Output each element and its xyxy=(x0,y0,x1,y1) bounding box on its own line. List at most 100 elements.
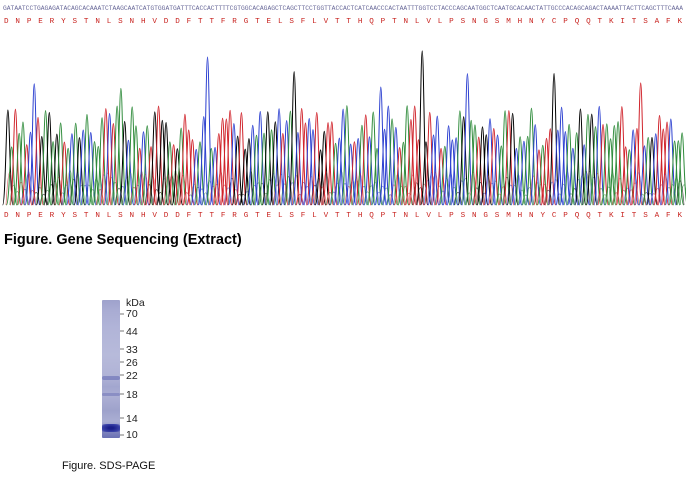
trace-background xyxy=(657,184,666,206)
trace-peak-G xyxy=(171,148,184,206)
trace-peak-A xyxy=(495,145,508,206)
trace-peak-A xyxy=(341,105,353,206)
trace-peak-A xyxy=(499,110,511,206)
trace-background xyxy=(453,191,463,206)
trace-background xyxy=(182,192,191,206)
gel-lane xyxy=(102,300,120,438)
trace-background xyxy=(664,186,674,206)
trace-background xyxy=(581,170,591,206)
trace-background xyxy=(638,193,647,206)
trace-peak-C xyxy=(461,73,474,206)
trace-background xyxy=(212,183,222,206)
trace-background xyxy=(600,194,610,206)
trace-peak-C xyxy=(122,139,135,206)
trace-peak-A xyxy=(582,113,594,206)
trace-background xyxy=(574,179,583,206)
trace-background xyxy=(280,183,289,206)
trace-peak-C xyxy=(375,86,387,206)
trace-background xyxy=(80,184,90,206)
trace-peak-A xyxy=(672,140,685,206)
trace-peak-G xyxy=(420,141,432,206)
trace-background xyxy=(69,179,78,206)
trace-peak-G xyxy=(548,73,560,206)
trace-background xyxy=(612,192,621,206)
trace-peak-C xyxy=(103,113,116,206)
trace-background xyxy=(352,177,361,206)
trace-background xyxy=(589,177,598,206)
trace-background xyxy=(288,182,297,206)
trace-background xyxy=(416,187,425,206)
trace-background xyxy=(152,189,161,206)
trace-background xyxy=(676,180,685,206)
trace-background xyxy=(141,174,150,206)
trace-peak-C xyxy=(228,122,240,206)
trace-peak-T xyxy=(220,118,233,206)
trace-background xyxy=(103,172,112,206)
trace-peak-G xyxy=(36,135,48,206)
trace-background xyxy=(472,187,481,206)
trace-background xyxy=(661,173,670,206)
trace-peak-G xyxy=(288,71,300,206)
trace-peak-T xyxy=(348,141,361,206)
trace-background xyxy=(371,181,380,206)
trace-peak-T xyxy=(20,144,33,206)
trace-peak-C xyxy=(378,128,391,206)
trace-background xyxy=(544,189,553,206)
trace-background xyxy=(88,189,97,206)
trace-background xyxy=(668,184,677,206)
marker-label-70: 70 xyxy=(126,308,138,320)
chromatogram-traces xyxy=(2,50,686,206)
trace-background xyxy=(510,184,519,206)
trace-background xyxy=(521,194,530,206)
trace-peak-T xyxy=(235,112,248,206)
trace-peak-A xyxy=(329,142,342,206)
trace-background xyxy=(551,179,561,206)
trace-background xyxy=(220,184,229,206)
trace-peak-C xyxy=(446,139,459,206)
trace-background xyxy=(623,187,632,206)
trace-peak-G xyxy=(149,111,161,206)
trace-peak-A xyxy=(111,105,123,206)
trace-peak-T xyxy=(619,146,632,206)
kda-unit-label: kDa xyxy=(126,297,145,309)
trace-peak-T xyxy=(213,133,225,206)
trace-peak-A xyxy=(164,141,176,206)
trace-peak-T xyxy=(322,122,334,206)
trace-background xyxy=(9,184,18,206)
trace-peak-A xyxy=(13,132,25,206)
trace-peak-T xyxy=(167,144,180,206)
trace-background xyxy=(126,171,135,206)
trace-peak-C xyxy=(529,124,541,206)
trace-background xyxy=(442,178,451,206)
trace-background xyxy=(476,181,485,206)
trace-peak-C xyxy=(77,129,89,206)
trace-peak-C xyxy=(593,105,606,206)
trace-background xyxy=(506,184,515,206)
trace-background xyxy=(160,178,169,206)
trace-peak-C xyxy=(190,148,202,206)
trace-peak-C xyxy=(518,140,530,206)
trace-background xyxy=(118,186,127,206)
trace-background xyxy=(77,184,86,206)
trace-background xyxy=(333,182,342,206)
trace-background xyxy=(43,189,52,206)
trace-background xyxy=(193,187,203,206)
trace-background xyxy=(540,183,549,206)
trace-background xyxy=(627,189,636,206)
trace-peak-G xyxy=(43,111,56,206)
trace-peak-A xyxy=(175,127,187,206)
trace-peak-A xyxy=(525,107,538,206)
trace-background xyxy=(235,193,244,206)
trace-background xyxy=(190,183,199,206)
trace-background xyxy=(457,180,466,206)
figure1-caption: Figure. Gene Sequencing (Extract) xyxy=(4,232,242,248)
trace-peak-A xyxy=(465,119,477,206)
trace-peak-C xyxy=(280,120,293,206)
sds-page-gel: kDa 70 44 33 26 22 18 14 10 xyxy=(100,296,200,446)
trace-peak-T xyxy=(107,122,120,206)
trace-peak-A xyxy=(81,114,93,206)
trace-peak-C xyxy=(273,108,285,206)
trace-peak-G xyxy=(646,136,658,206)
trace-peak-A xyxy=(54,122,67,206)
trace-background xyxy=(54,177,63,206)
